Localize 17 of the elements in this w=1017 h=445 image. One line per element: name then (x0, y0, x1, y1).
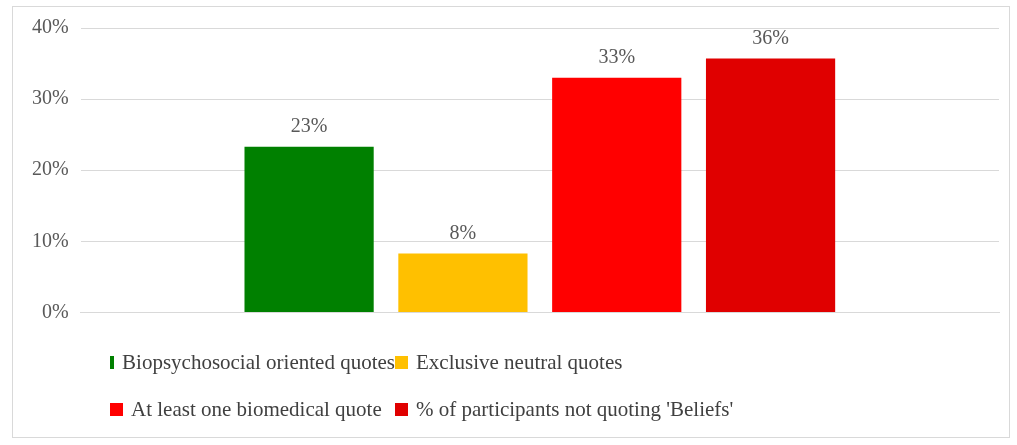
data-label: 33% (598, 45, 636, 68)
legend-label: At least one biomedical quote (131, 397, 382, 422)
data-label: 8% (449, 220, 477, 243)
data-label: 36% (752, 25, 789, 48)
y-tick-label: 30% (31, 86, 69, 109)
y-tick-label: 10% (31, 228, 69, 251)
y-tick-label: 40% (31, 15, 69, 38)
bar (244, 146, 374, 312)
y-tick-label: 20% (31, 157, 69, 180)
data-label: 23% (290, 113, 328, 136)
legend-label: % of participants not quoting 'Beliefs' (416, 397, 734, 422)
y-tick-label: 0% (41, 299, 69, 322)
legend-label: Exclusive neutral quotes (416, 350, 623, 375)
legend-label: Biopsychosocial oriented quotes (122, 350, 395, 375)
bar (705, 58, 836, 312)
bar (398, 253, 528, 312)
bar (552, 77, 682, 312)
